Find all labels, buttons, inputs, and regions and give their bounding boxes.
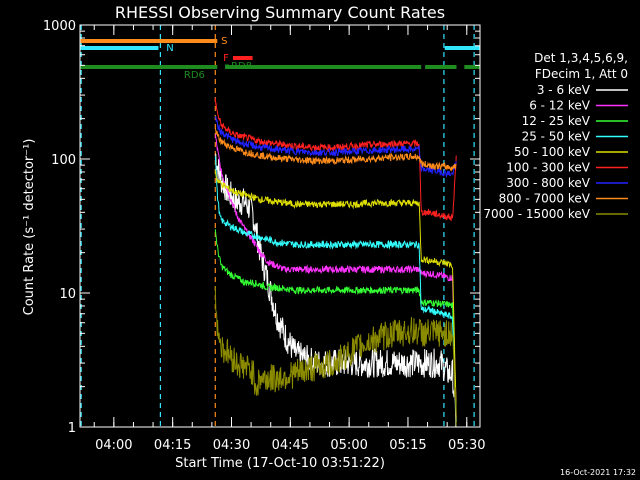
series-line-4	[214, 170, 457, 419]
x-tick-label-5: 05:15	[389, 438, 426, 453]
series-line-1	[214, 133, 457, 422]
y-tick-label-1: 10	[59, 287, 76, 302]
legend-label-7: 800 - 7000 keV	[499, 192, 591, 206]
flag-rd6-seg-3	[464, 65, 480, 69]
legend-label-1: 6 - 12 keV	[529, 99, 591, 113]
flag-rd8-seg-0	[225, 64, 230, 68]
y-tick-label-2: 100	[51, 153, 76, 168]
flag-s-seg-0	[80, 39, 218, 43]
y-tick-label-0: 1	[68, 421, 76, 436]
legend: Det 1,3,4,5,6,9, FDecim 1, Att 0 3 - 6 k…	[483, 51, 628, 221]
legend-label-5: 100 - 300 keV	[506, 161, 590, 175]
flag-n-seg-0	[80, 46, 159, 50]
x-axis: 04:00 04:15 04:30 04:45 05:00 05:15 05:30	[93, 25, 486, 453]
flag-rd6-seg-2	[425, 65, 457, 69]
y-tick-label-3: 1000	[43, 19, 76, 34]
flag-rd6-seg-0	[80, 65, 218, 69]
series-group	[214, 97, 457, 427]
flag-rd6-seg-1	[225, 65, 422, 69]
x-tick-label-2: 04:30	[213, 438, 250, 453]
x-tick-label-3: 04:45	[272, 438, 309, 453]
legend-header-line-1: Det 1,3,4,5,6,9,	[534, 51, 628, 65]
x-tick-label-4: 05:00	[330, 438, 367, 453]
x-tick-label-1: 04:15	[154, 438, 191, 453]
series-line-2	[214, 229, 457, 422]
legend-label-3: 25 - 50 keV	[522, 130, 591, 144]
flag-label-rd6: RD6	[184, 70, 205, 81]
flag-label-n: N	[166, 43, 173, 54]
y-axis: 1 10 100 1000	[43, 19, 480, 436]
legend-label-4: 50 - 100 keV	[514, 145, 591, 159]
chart-title: RHESSI Observing Summary Count Rates	[115, 3, 445, 22]
flag-label-rd8: RD8	[231, 61, 252, 72]
x-tick-label-6: 05:30	[448, 438, 485, 453]
legend-header-line-2: FDecim 1, Att 0	[535, 67, 628, 81]
x-axis-label: Start Time (17-Oct-10 03:51:22)	[175, 456, 385, 471]
x-tick-label-0: 04:00	[95, 438, 132, 453]
series-line-6	[214, 116, 457, 179]
legend-label-6: 300 - 800 keV	[506, 176, 590, 190]
legend-label-8: 7000 - 15000 keV	[483, 207, 590, 221]
flag-label-f: F	[223, 53, 229, 64]
flag-label-s: S	[221, 36, 227, 47]
series-line-3	[214, 156, 457, 423]
y-axis-label: Count Rate (s⁻¹ detector⁻¹)	[22, 139, 37, 316]
legend-label-2: 12 - 25 keV	[522, 114, 591, 128]
flag-n-seg-1	[444, 46, 480, 50]
generation-timestamp: 16-Oct-2021 17:32	[560, 468, 636, 477]
series-line-7	[214, 127, 457, 172]
series-line-8	[214, 286, 457, 426]
legend-label-0: 3 - 6 keV	[537, 83, 591, 97]
plot-frame	[79, 24, 481, 428]
flag-f-seg-0	[232, 56, 253, 60]
series-line-5	[214, 97, 457, 222]
series-line-0	[214, 153, 457, 427]
